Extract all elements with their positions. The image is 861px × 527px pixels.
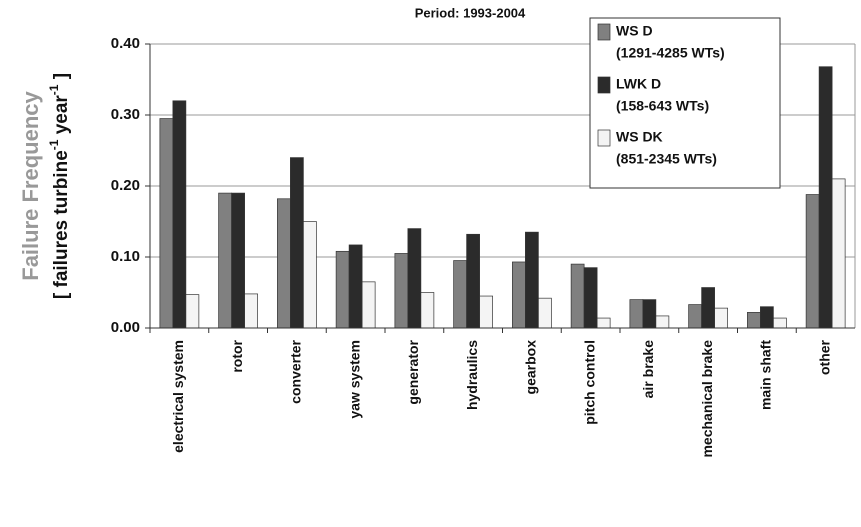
y-axis-unit: [ failures turbine-1 year-1 ] xyxy=(47,73,72,299)
legend-box xyxy=(589,17,781,189)
bar xyxy=(714,307,728,329)
legend-swatch xyxy=(597,23,611,41)
unit-exp: -1 xyxy=(47,139,61,150)
y-axis-title: Failure Frequency xyxy=(18,90,43,280)
bar xyxy=(231,192,245,329)
y-tick-label: 0.10 xyxy=(111,248,140,265)
x-tick-label: gearbox xyxy=(523,340,539,395)
bar xyxy=(466,233,480,329)
legend-description: (158-643 WTs) xyxy=(616,98,709,114)
bar xyxy=(361,281,376,329)
unit-exp: -1 xyxy=(47,84,61,95)
bar xyxy=(479,295,493,329)
bar xyxy=(538,297,552,329)
x-tick-label: air brake xyxy=(640,340,656,399)
x-tick-label: generator xyxy=(405,339,421,404)
x-tick-label: rotor xyxy=(229,339,245,372)
x-tick-label: yaw system xyxy=(346,340,362,419)
bar xyxy=(831,178,846,329)
legend-label: WS D xyxy=(616,23,653,39)
bar xyxy=(701,287,715,329)
unit-part: year xyxy=(51,95,72,140)
y-tick-label: 0.40 xyxy=(111,35,140,52)
bar xyxy=(760,306,774,329)
bar xyxy=(512,261,526,329)
bar xyxy=(773,317,787,329)
bar xyxy=(394,253,409,329)
bar xyxy=(818,66,833,329)
bar xyxy=(277,198,291,329)
legend-label: LWK D xyxy=(616,76,661,92)
bar xyxy=(172,100,187,329)
bar xyxy=(688,304,702,329)
bar xyxy=(420,292,435,329)
legend-swatch xyxy=(597,129,611,147)
x-tick-label: main shaft xyxy=(758,340,774,410)
chart-title: Period: 1993-2004 xyxy=(415,5,526,20)
bar xyxy=(159,118,174,329)
bar xyxy=(290,157,304,329)
bar xyxy=(453,260,467,329)
legend-label: WS DK xyxy=(616,129,663,145)
unit-part: [ failures turbine xyxy=(51,150,72,299)
x-tick-label: mechanical brake xyxy=(699,340,715,458)
bar xyxy=(629,299,644,329)
y-tick-label: 0.20 xyxy=(111,177,140,194)
legend-description: (851-2345 WTs) xyxy=(616,151,717,167)
bar xyxy=(303,221,317,329)
bar xyxy=(525,231,539,329)
x-tick-label: electrical system xyxy=(170,340,186,453)
legend: WS D (1291-4285 WTs) LWK D (158-643 WTs) WS … xyxy=(589,17,781,189)
bar xyxy=(583,267,598,329)
y-tick-label: 0.30 xyxy=(111,106,140,123)
x-tick-label: other xyxy=(816,339,832,375)
x-tick-label: converter xyxy=(288,339,304,403)
legend-swatch xyxy=(597,76,611,94)
unit-part: ] xyxy=(51,73,72,85)
bar xyxy=(596,317,611,329)
bar xyxy=(805,194,820,329)
bar xyxy=(348,244,363,329)
bar xyxy=(185,294,200,329)
legend-description: (1291-4285 WTs) xyxy=(616,45,725,61)
bar xyxy=(570,263,585,329)
bar xyxy=(335,250,350,329)
bar xyxy=(407,228,422,329)
bar xyxy=(655,315,670,329)
bar xyxy=(244,293,258,329)
bar xyxy=(747,312,761,329)
x-tick-label: hydraulics xyxy=(464,340,480,410)
y-tick-label: 0.00 xyxy=(111,319,140,336)
bar xyxy=(218,192,232,329)
bar xyxy=(642,299,657,329)
x-tick-label: pitch control xyxy=(581,340,597,425)
